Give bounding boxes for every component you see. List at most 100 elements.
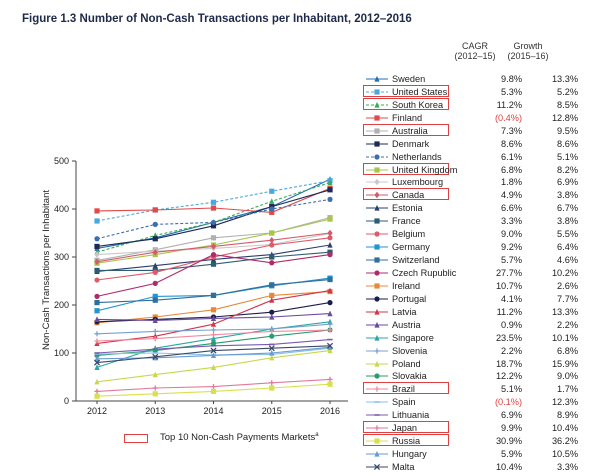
legend-point: [374, 283, 380, 289]
legend-marker-graphic: [366, 425, 388, 431]
legend-marker: [364, 254, 390, 266]
legend-marker: [364, 409, 390, 421]
legend-growth: 5.2%: [557, 86, 578, 97]
legend-cagr: 6.6%: [501, 203, 522, 214]
legend-row: Spain (0.1%) 12.3%: [360, 396, 600, 408]
legend-marker: [364, 138, 390, 150]
legend-cagr: 4.1%: [501, 293, 522, 304]
data-point: [94, 236, 100, 242]
top10-highlight-box: [363, 382, 449, 395]
legend-name: Portugal: [392, 293, 427, 304]
data-point: [269, 333, 275, 339]
data-point: [152, 280, 158, 286]
legend-cagr: (0.4%): [494, 112, 522, 123]
data-point: [152, 236, 158, 242]
legend-cagr: 7.3%: [501, 125, 522, 136]
legend-point: [374, 231, 380, 237]
legend-name: Czech Rupublic: [392, 267, 457, 278]
chart-series: [93, 176, 334, 399]
data-point: [94, 218, 100, 224]
top10-highlight-box: [363, 84, 449, 97]
x-tick-label: 2015: [262, 406, 282, 416]
data-point: [210, 205, 217, 211]
data-point: [327, 347, 333, 354]
series-russia: [94, 381, 333, 399]
series-austria: [94, 310, 333, 323]
legend-row: Malta 10.4% 3.3%: [360, 461, 600, 473]
legend-point: [374, 296, 380, 302]
legend-marker: [364, 176, 390, 188]
top10-key-text: Top 10 Non-Cash Payments Markets: [160, 432, 316, 444]
data-point: [327, 179, 333, 186]
legend-marker-graphic: [366, 75, 388, 82]
legend-marker: [364, 358, 390, 370]
legend-marker-graphic: [366, 463, 388, 470]
legend-cagr: 11.2%: [496, 99, 522, 110]
y-tick-label: 300: [54, 252, 69, 262]
legend-marker-graphic: [366, 244, 388, 250]
data-point: [210, 335, 217, 342]
legend-cagr: 27.7%: [495, 267, 522, 278]
legend-cagr: 6.8%: [501, 164, 522, 175]
data-point: [210, 292, 217, 298]
legend-point: [374, 75, 380, 82]
legend-growth: 9.5%: [557, 125, 578, 136]
x-tick-label: 2013: [145, 406, 165, 416]
legend-point: [374, 153, 380, 160]
top10-key-label: Top 10 Non-Cash Payments Marketsa: [160, 432, 319, 443]
legend-marker-graphic: [366, 115, 388, 121]
legend-marker: [364, 448, 390, 460]
legend-growth: 4.6%: [557, 255, 578, 265]
legend-growth: 2.2%: [557, 319, 578, 330]
legend-row: Finland (0.4%) 12.8%: [360, 112, 600, 124]
legend-point: [374, 257, 380, 263]
legend-marker: [364, 370, 390, 382]
legend-row: Poland 18.7% 15.9%: [360, 358, 600, 370]
legend-row: Netherlands 6.1% 5.1%: [360, 151, 600, 163]
data-point: [269, 380, 275, 386]
legend-row: Australia 7.3% 9.5%: [360, 123, 600, 137]
data-point: [94, 308, 100, 314]
data-point: [210, 347, 217, 354]
data-point: [94, 251, 100, 258]
series-malta: [93, 342, 334, 366]
legend-marker: [364, 293, 390, 305]
data-point: [94, 388, 100, 394]
legend-growth: 10.2%: [551, 267, 578, 278]
data-point: [210, 327, 217, 333]
legend-marker-graphic: [366, 153, 388, 160]
data-point: [327, 310, 333, 317]
legend-cagr: 10.7%: [495, 280, 522, 291]
data-point: [210, 340, 217, 346]
legend-name: Finland: [392, 112, 423, 123]
legend-row: Austria 0.9% 2.2%: [360, 319, 600, 331]
legend-row: Hungary 5.9% 10.5%: [360, 448, 600, 460]
x-tick-label: 2012: [87, 406, 107, 416]
data-point: [269, 349, 275, 356]
legend-cagr: 1.8%: [501, 177, 522, 188]
data-point: [327, 196, 333, 202]
data-point: [152, 207, 158, 213]
data-point: [152, 249, 158, 256]
legend-name: Belgium: [392, 229, 426, 240]
data-point: [94, 208, 100, 214]
legend-name: Germany: [392, 242, 430, 253]
legend-marker-graphic: [366, 101, 388, 108]
data-point: [269, 254, 275, 260]
data-point: [210, 364, 217, 370]
legend-name: Singapore: [392, 332, 434, 343]
data-point: [269, 282, 275, 288]
legend-name: Austria: [392, 319, 421, 330]
data-point: [327, 381, 333, 387]
legend-marker: [364, 241, 390, 253]
legend-row: Portugal 4.1% 7.7%: [360, 293, 600, 305]
legend-row: South Korea 11.2% 8.5%: [360, 97, 600, 111]
data-point: [94, 316, 100, 322]
legend-growth: 15.9%: [551, 358, 578, 369]
legend-marker-graphic: [366, 128, 388, 134]
legend-name: Slovenia: [392, 345, 428, 356]
legend-point: [374, 115, 380, 121]
legend-point: [374, 141, 380, 147]
legend-name: Australia: [392, 125, 428, 136]
legend-name: Slovakia: [392, 371, 427, 382]
